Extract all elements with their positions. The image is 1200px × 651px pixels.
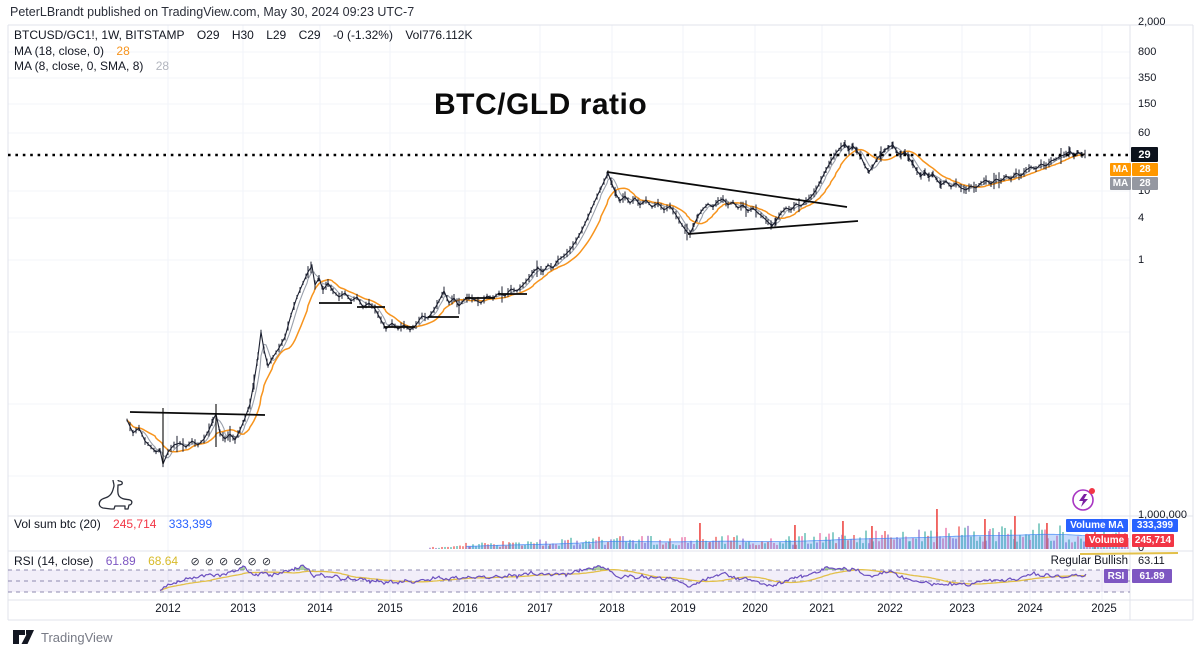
ma8-badge-value: 28 bbox=[1132, 177, 1158, 190]
price-axis-label: 800 bbox=[1138, 46, 1157, 58]
time-axis-label: 2012 bbox=[155, 603, 181, 615]
ohlc-open: O29 bbox=[196, 28, 220, 42]
volume-indicator-value: 245,714 bbox=[113, 517, 157, 531]
volume-ma-value: 333,399 bbox=[168, 517, 213, 531]
ma8-label: MA (8, close, 0, SMA, 8) bbox=[14, 59, 144, 73]
time-axis-label: 2024 bbox=[1017, 603, 1043, 615]
symbol-description: BTCUSD/GC1!, 1W, BITSTAMP bbox=[14, 28, 185, 42]
rsi-legend-row[interactable]: RSI (14, close) 61.89 68.64 ⊘ ⊘ ⊘ ⊘ ⊘ ⊘ bbox=[14, 554, 281, 568]
footer-brand[interactable]: TradingView bbox=[12, 629, 113, 645]
rsi-divergence-value: 63.11 bbox=[1138, 555, 1165, 567]
price-axis-label: 4 bbox=[1138, 212, 1145, 224]
ohlc-high: H30 bbox=[231, 28, 254, 42]
volume-legend-row[interactable]: Vol sum btc (20) 245,714 333,399 bbox=[14, 517, 221, 531]
rsi-indicator-value: 61.89 bbox=[105, 554, 136, 568]
chart-title: BTC/GLD ratio bbox=[434, 88, 648, 121]
time-axis-label: 2014 bbox=[307, 603, 333, 615]
time-axis-label: 2013 bbox=[230, 603, 256, 615]
footer-brand-text: TradingView bbox=[41, 629, 113, 645]
price-axis-label: 1 bbox=[1138, 254, 1145, 266]
price-badge: 29 bbox=[1131, 147, 1158, 162]
time-axis-label: 2019 bbox=[670, 603, 696, 615]
tradingview-logo-icon[interactable] bbox=[12, 629, 35, 645]
dinosaur-doodle-icon[interactable] bbox=[98, 480, 136, 514]
time-axis[interactable]: 2012 2013 2014 2015 2016 2017 2018 2019 2020 2021… bbox=[8, 600, 1122, 620]
rsi-indicator-label: RSI (14, close) bbox=[14, 554, 94, 568]
change-value: -0 (-1.32%) bbox=[332, 28, 393, 42]
time-axis-label: 2015 bbox=[377, 603, 403, 615]
time-axis-label: 2017 bbox=[527, 603, 553, 615]
rsi-badge-label: RSI bbox=[1104, 569, 1128, 583]
rsi-badge-value: 61.89 bbox=[1132, 569, 1172, 583]
volume-badge-value: 245,714 bbox=[1132, 534, 1174, 547]
ma8-legend-row[interactable]: MA (8, close, 0, SMA, 8) 28 bbox=[14, 59, 178, 73]
symbol-legend-row[interactable]: BTCUSD/GC1!, 1W, BITSTAMP O29 H30 L29 C2… bbox=[14, 28, 481, 42]
rsi-divergence-label: Regular Bullish bbox=[1050, 555, 1128, 567]
ma18-legend-row[interactable]: MA (18, close, 0) 28 bbox=[14, 44, 139, 58]
lightning-alert-icon[interactable] bbox=[1070, 485, 1100, 515]
rsi-ma-value: 68.64 bbox=[148, 554, 179, 568]
time-axis-label: 2016 bbox=[452, 603, 478, 615]
ma18-label: MA (18, close, 0) bbox=[14, 44, 105, 58]
time-axis-label: 2021 bbox=[809, 603, 835, 615]
ohlc-low: L29 bbox=[266, 28, 287, 42]
attribution-text: PeterLBrandt published on TradingView.co… bbox=[10, 5, 415, 19]
rsi-divergence-toggle-icons[interactable]: ⊘ ⊘ ⊘ ⊘ ⊘ ⊘ bbox=[190, 556, 273, 568]
volume-ma-badge-label: Volume MA bbox=[1066, 519, 1128, 532]
ma8-badge-label: MA bbox=[1110, 177, 1131, 190]
price-axis-label: 2,000 bbox=[1138, 16, 1166, 28]
time-axis-label: 2020 bbox=[742, 603, 768, 615]
time-axis-label: 2023 bbox=[949, 603, 975, 615]
volume-badge-label: Volume bbox=[1085, 534, 1128, 547]
time-axis-label: 2025 bbox=[1091, 603, 1117, 615]
ohlc-close: C29 bbox=[298, 28, 321, 42]
volume-axis-label: 1,000,000 bbox=[1138, 509, 1187, 521]
ma18-badge-label: MA bbox=[1110, 163, 1131, 176]
volume-indicator-label: Vol sum btc (20) bbox=[14, 517, 101, 531]
volume-value: Vol776.112K bbox=[405, 28, 473, 42]
price-axis-label: 60 bbox=[1138, 127, 1151, 139]
ma18-badge-value: 28 bbox=[1132, 163, 1158, 176]
time-axis-label: 2018 bbox=[599, 603, 625, 615]
volume-axis-label: 0 bbox=[1138, 542, 1145, 554]
price-axis-label: 350 bbox=[1138, 72, 1157, 84]
ma18-value: 28 bbox=[116, 44, 130, 58]
ma8-value: 28 bbox=[155, 59, 170, 73]
time-axis-label: 2022 bbox=[877, 603, 903, 615]
price-axis-label: 150 bbox=[1138, 98, 1157, 110]
volume-ma-badge-value: 333,399 bbox=[1132, 519, 1178, 532]
